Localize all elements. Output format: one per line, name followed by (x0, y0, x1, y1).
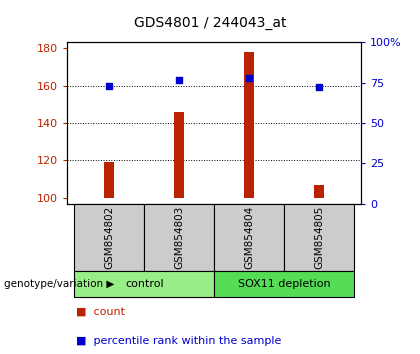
Bar (214, 271, 354, 297)
Bar (74, 271, 214, 297)
Bar (244, 52, 255, 198)
Text: GSM854803: GSM854803 (174, 206, 184, 269)
Bar (174, 112, 184, 198)
Text: genotype/variation ▶: genotype/variation ▶ (4, 279, 115, 289)
Bar (144, 204, 214, 271)
Bar (284, 204, 354, 271)
Text: GDS4801 / 244043_at: GDS4801 / 244043_at (134, 16, 286, 30)
Text: control: control (125, 279, 163, 289)
Point (176, 77, 183, 83)
Point (246, 75, 252, 81)
Point (316, 85, 323, 90)
Text: GSM854802: GSM854802 (104, 206, 114, 269)
Text: ■  count: ■ count (76, 306, 125, 316)
Bar (214, 204, 284, 271)
Text: ■  percentile rank within the sample: ■ percentile rank within the sample (76, 336, 281, 346)
Bar (104, 162, 115, 198)
Text: GSM854804: GSM854804 (244, 206, 254, 269)
Text: GSM854805: GSM854805 (314, 206, 324, 269)
Point (106, 83, 113, 88)
Bar (314, 185, 325, 198)
Bar (74, 204, 144, 271)
Text: SOX11 depletion: SOX11 depletion (238, 279, 331, 289)
